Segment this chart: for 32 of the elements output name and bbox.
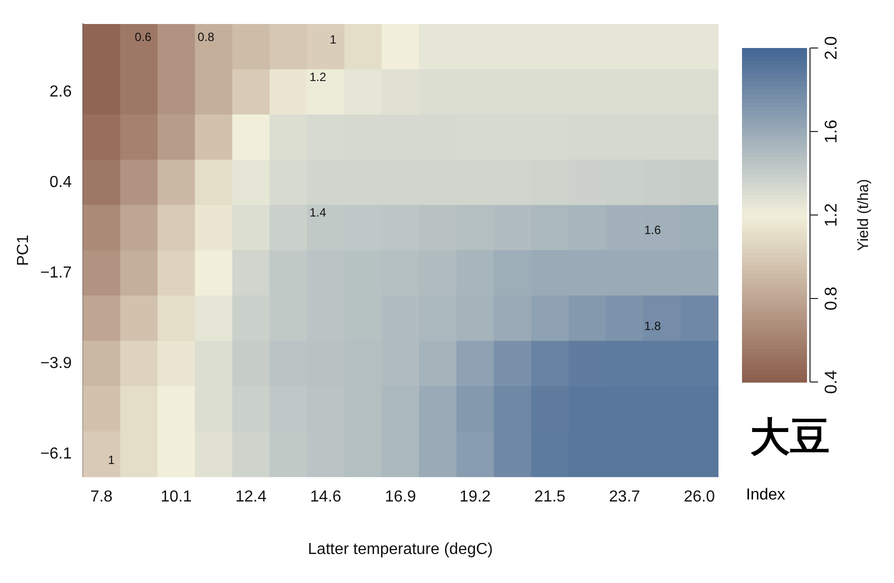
- x-tick-label: 23.7: [609, 488, 640, 506]
- color-bar-label: 0.4: [822, 370, 841, 394]
- text: 大豆: [750, 414, 830, 460]
- color-bar-label: 0.8: [822, 286, 841, 310]
- color-bar-label: 1.6: [822, 120, 841, 144]
- x-tick-label: 14.6: [310, 488, 342, 506]
- x-tick-label: 21.5: [534, 488, 566, 506]
- color-bar-title: Yield (t/ha): [855, 179, 872, 251]
- annotation: 1.8: [644, 319, 662, 334]
- x-tick-label: 16.9: [384, 488, 416, 506]
- y-tick-label: 2.6: [50, 83, 72, 100]
- y-tick-label: −3.9: [40, 354, 72, 372]
- annotation: 1.6: [644, 223, 662, 238]
- y-axis-title: PC1: [15, 234, 32, 266]
- y-tick-label: 0.4: [50, 174, 72, 191]
- x-axis-title: Latter temperature (degC): [308, 540, 493, 558]
- x-tick-label: 10.1: [160, 488, 192, 506]
- color-bar-label: 2.0: [822, 36, 841, 60]
- x-tick-label: 19.2: [460, 488, 491, 506]
- y-tick-label: −1.7: [40, 264, 72, 282]
- annotation: 1.4: [309, 206, 326, 220]
- color-bar-label: 1.2: [822, 203, 841, 227]
- annotation: 0.6: [134, 30, 152, 44]
- x-tick-label: 12.4: [235, 488, 267, 506]
- annotation: 1: [330, 32, 337, 47]
- annotation: 0.8: [198, 30, 215, 44]
- x-tick-label: 7.8: [90, 488, 113, 506]
- y-tick-label: −6.1: [40, 445, 72, 462]
- annotation: 1.2: [309, 70, 326, 84]
- annotation: 1: [108, 453, 116, 468]
- text: Index: [746, 486, 786, 504]
- x-tick-label: 26.0: [684, 488, 715, 506]
